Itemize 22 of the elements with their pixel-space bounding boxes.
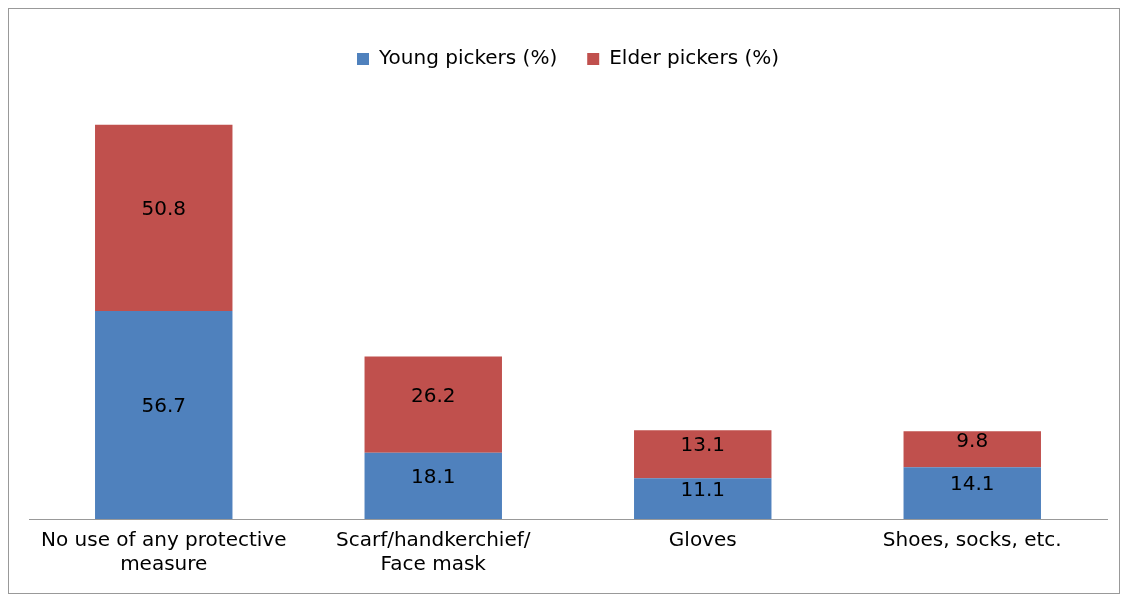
bar [95,311,233,519]
bar [364,356,502,453]
legend-label: Elder pickers (%) [609,45,780,70]
legend-label: Young pickers (%) [377,45,558,70]
data-label: 26.2 [410,382,456,407]
x-tick-label: Gloves [668,527,737,552]
bar [95,124,233,312]
bar [634,478,772,519]
data-label: 14.1 [949,471,995,496]
bar [903,467,1041,519]
x-tick-label: No use of any protective measure [41,527,287,576]
data-label: 11.1 [680,476,726,501]
data-label: 13.1 [680,432,726,457]
x-tick-label: Scarf/handkerchief/ Face mask [335,527,531,576]
data-label: 50.8 [141,196,187,221]
bar [364,452,502,519]
bar [634,430,772,479]
bar [903,431,1041,468]
data-label: 56.7 [141,393,187,418]
data-label: 18.1 [410,464,456,489]
x-tick-label: Shoes, socks, etc. [882,527,1062,552]
data-label: 9.8 [956,427,989,452]
